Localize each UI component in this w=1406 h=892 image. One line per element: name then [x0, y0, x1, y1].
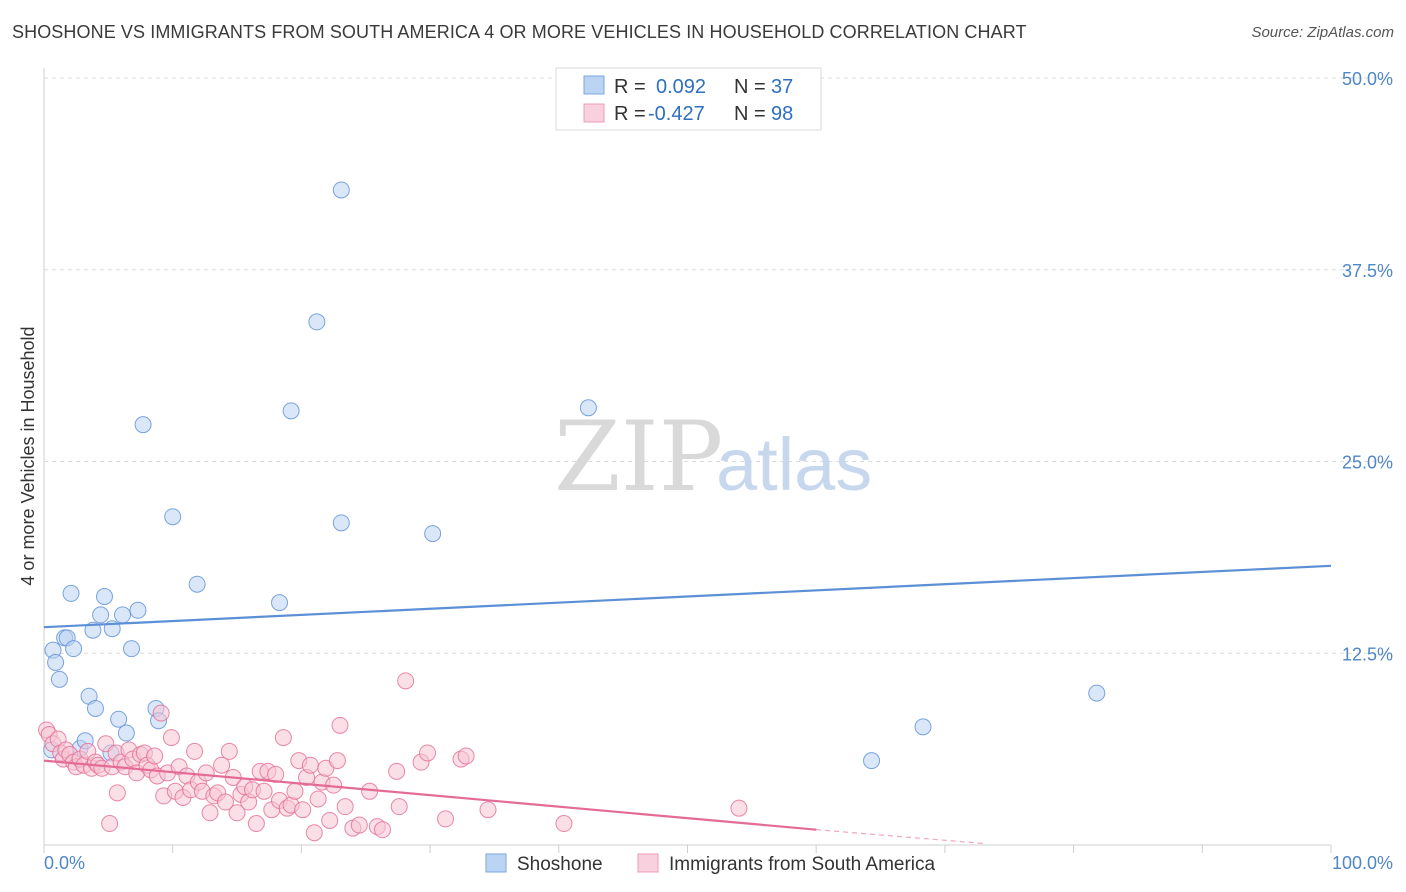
shoshone-point — [308, 313, 326, 331]
shoshone-points — [43, 181, 1106, 770]
bottom-legend-label-shoshone: Shoshone — [517, 854, 603, 875]
immigrants-point — [146, 747, 164, 765]
watermark-zip: ZIP — [554, 401, 723, 513]
immigrants-point — [437, 810, 455, 828]
legend-r-label-1: R = — [614, 76, 646, 98]
watermark: ZIP atlas — [554, 401, 872, 513]
immigrants-point — [162, 729, 180, 747]
y-tick-label: 37.5% — [1342, 261, 1393, 281]
legend: R = 0.092 N = 37 R = -0.427 N = 98 — [555, 67, 822, 131]
shoshone-point — [164, 508, 182, 526]
immigrants-point — [274, 729, 292, 747]
bottom-legend-label-immigrants: Immigrants from South America — [669, 854, 936, 875]
shoshone-point — [65, 640, 83, 658]
legend-n-value-2: 98 — [771, 103, 793, 125]
shoshone-point — [84, 621, 102, 639]
bottom-legend-swatch-shoshone — [485, 853, 507, 873]
immigrants-point — [336, 798, 354, 816]
immigrants-trend-extension — [816, 829, 984, 845]
immigrants-point — [197, 764, 215, 782]
immigrants-point — [286, 782, 304, 800]
shoshone-point — [579, 399, 597, 417]
shoshone-point — [271, 594, 289, 612]
shoshone-point — [1088, 684, 1106, 702]
immigrants-point — [216, 793, 234, 811]
immigrants-point — [309, 790, 327, 808]
y-tick-label: 12.5% — [1342, 644, 1393, 664]
shoshone-point — [47, 653, 65, 671]
immigrants-point — [479, 801, 497, 819]
immigrants-point — [555, 815, 573, 833]
immigrants-point — [247, 815, 265, 833]
shoshone-point — [129, 601, 147, 619]
source-label: Source: ZipAtlas.com — [1251, 24, 1394, 41]
legend-n-value-1: 37 — [771, 76, 793, 98]
immigrants-point — [373, 821, 391, 839]
y-tick-label: 25.0% — [1342, 453, 1393, 473]
legend-n-label-1: N = — [734, 76, 766, 98]
legend-swatch-immigrants — [583, 103, 605, 123]
shoshone-point — [188, 575, 206, 593]
immigrants-point — [152, 704, 170, 722]
x-tick-label-min: 0.0% — [44, 853, 85, 873]
chart-title: SHOSHONE VS IMMIGRANTS FROM SOUTH AMERIC… — [12, 22, 1027, 42]
bottom-legend: Shoshone Immigrants from South America — [485, 853, 936, 875]
y-axis-label: 4 or more Vehicles in Household — [18, 326, 38, 585]
legend-r-value-2: -0.427 — [648, 103, 705, 125]
immigrants-point — [390, 798, 408, 816]
trend-lines — [43, 564, 1332, 845]
immigrants-points — [38, 672, 748, 842]
immigrants-point — [397, 672, 415, 690]
immigrants-point — [294, 801, 312, 819]
shoshone-point — [863, 752, 881, 770]
shoshone-point — [117, 724, 135, 742]
y-tick-labels: 12.5% 25.0% 37.5% 50.0% — [1342, 69, 1393, 664]
immigrants-point — [350, 816, 368, 834]
immigrants-point — [730, 799, 748, 817]
immigrants-point — [457, 747, 475, 765]
immigrants-point — [388, 762, 406, 780]
immigrants-point — [101, 815, 119, 833]
immigrants-point — [228, 804, 246, 822]
shoshone-point — [50, 670, 68, 688]
immigrants-point — [108, 784, 126, 802]
shoshone-point — [424, 525, 442, 543]
shoshone-point — [114, 606, 132, 624]
x-tick-label-max: 100.0% — [1332, 853, 1393, 873]
watermark-atlas: atlas — [716, 423, 872, 506]
legend-n-label-2: N = — [734, 103, 766, 125]
shoshone-point — [62, 584, 80, 602]
immigrants-point — [419, 744, 437, 762]
shoshone-point — [332, 514, 350, 532]
legend-r-value-1: 0.092 — [656, 76, 706, 98]
immigrants-point — [305, 824, 323, 842]
y-tick-label: 50.0% — [1342, 69, 1393, 89]
shoshone-point — [110, 710, 128, 728]
shoshone-point — [123, 640, 141, 658]
bottom-legend-swatch-immigrants — [637, 853, 659, 873]
shoshone-point — [92, 606, 110, 624]
shoshone-point — [134, 416, 152, 434]
immigrants-point — [331, 716, 349, 734]
x-tick-marks — [43, 845, 1332, 853]
shoshone-point — [86, 699, 104, 717]
gridlines — [44, 77, 1393, 654]
immigrants-point — [213, 756, 231, 774]
shoshone-point — [282, 402, 300, 420]
immigrants-point — [301, 756, 319, 774]
shoshone-point — [332, 181, 350, 199]
immigrants-point — [255, 782, 273, 800]
shoshone-point — [95, 587, 113, 605]
immigrants-point — [186, 742, 204, 760]
immigrants-point — [328, 752, 346, 770]
legend-r-label-2: R = — [614, 103, 646, 125]
shoshone-point — [914, 718, 932, 736]
immigrants-trend-line — [43, 759, 817, 831]
immigrants-point — [321, 811, 339, 829]
shoshone-trend-line — [43, 564, 1332, 629]
immigrants-point — [220, 742, 238, 760]
immigrants-point — [201, 804, 219, 822]
legend-swatch-shoshone — [583, 75, 605, 95]
